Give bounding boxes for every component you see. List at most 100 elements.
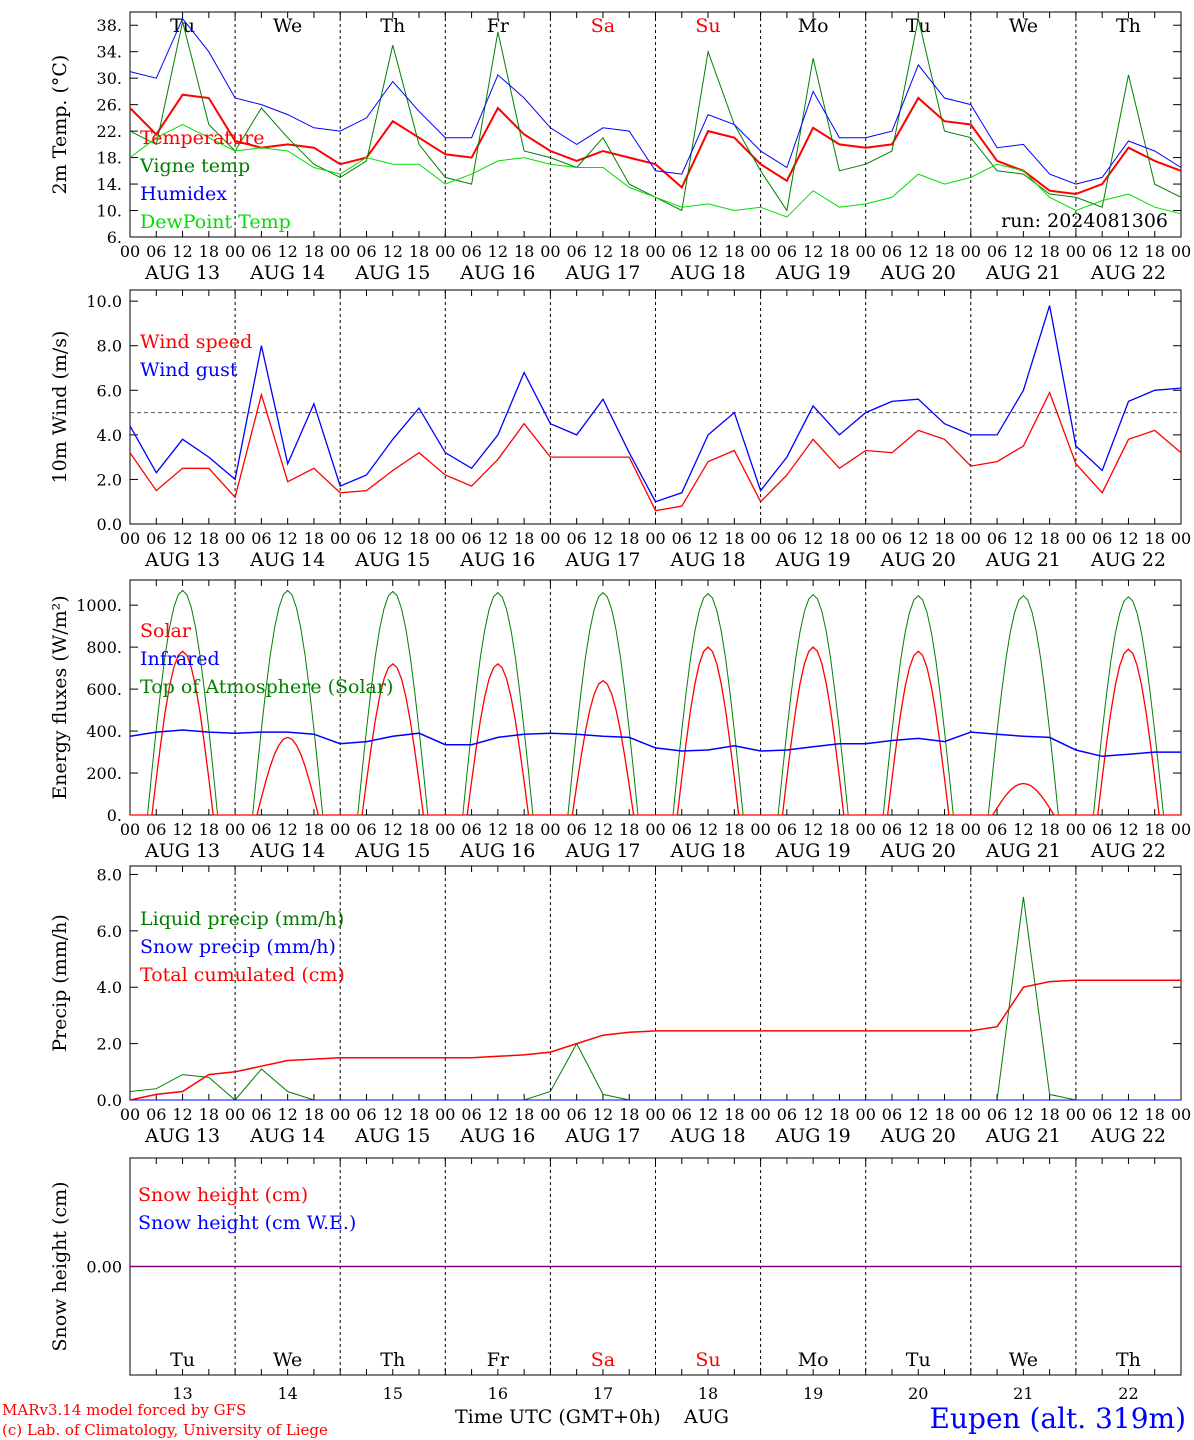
hour-tick-label: 00 (1171, 529, 1191, 548)
day-name: Su (695, 1349, 720, 1371)
day-name: Tu (906, 1349, 931, 1371)
hour-tick-label: 06 (566, 820, 586, 839)
hour-tick-label: 12 (908, 242, 928, 261)
legend-entry: Snow height (cm) (138, 1184, 308, 1206)
hour-tick-label: 00 (540, 242, 560, 261)
date-label: AUG 16 (459, 840, 535, 862)
hour-tick-label: 06 (566, 1105, 586, 1124)
y-tick-label: 600. (86, 680, 122, 699)
hour-tick-label: 12 (383, 529, 403, 548)
day-number: 15 (383, 1384, 403, 1403)
hour-tick-label: 06 (882, 529, 902, 548)
hour-tick-label: 00 (1171, 242, 1191, 261)
hour-tick-label: 06 (251, 1105, 271, 1124)
hour-tick-label: 18 (514, 529, 534, 548)
date-label: AUG 19 (775, 1125, 851, 1147)
hour-tick-label: 06 (146, 242, 166, 261)
day-number: 20 (908, 1384, 928, 1403)
model-credit: MARv3.14 model forced by GFS (2, 1401, 246, 1419)
day-number: 19 (803, 1384, 823, 1403)
hour-tick-label: 00 (435, 529, 455, 548)
hour-tick-label: 18 (304, 1105, 324, 1124)
hour-tick-label: 00 (750, 529, 770, 548)
hour-tick-label: 00 (225, 1105, 245, 1124)
hour-tick-label: 18 (934, 242, 954, 261)
legend-entry: Liquid precip (mm/h) (140, 908, 344, 930)
hour-tick-label: 12 (277, 820, 297, 839)
hour-tick-label: 12 (488, 242, 508, 261)
hour-tick-label: 00 (1066, 242, 1086, 261)
date-label: AUG 20 (880, 840, 956, 862)
hour-tick-label: 18 (1039, 242, 1059, 261)
day-name: Sa (591, 1349, 615, 1371)
hour-tick-label: 18 (304, 242, 324, 261)
y-tick-label: 4.0 (97, 426, 122, 445)
hour-tick-label: 06 (461, 529, 481, 548)
hour-tick-label: 00 (645, 242, 665, 261)
hour-tick-label: 18 (409, 242, 429, 261)
hour-tick-label: 06 (672, 529, 692, 548)
hour-tick-label: 18 (619, 242, 639, 261)
day-name: Tu (906, 15, 931, 37)
hour-tick-label: 12 (1118, 529, 1138, 548)
y-tick-label: 8.0 (97, 865, 122, 884)
day-number: 14 (277, 1384, 297, 1403)
hour-tick-label: 12 (488, 820, 508, 839)
hour-tick-label: 06 (356, 1105, 376, 1124)
hour-tick-label: 00 (1066, 820, 1086, 839)
date-label: AUG 13 (144, 840, 220, 862)
hour-tick-label: 06 (566, 242, 586, 261)
hour-tick-label: 12 (383, 242, 403, 261)
hour-tick-label: 00 (645, 1105, 665, 1124)
date-label: AUG 20 (880, 262, 956, 284)
y-tick-label: 34. (97, 43, 122, 62)
panel-frame-1 (129, 11, 1182, 238)
hour-tick-label: 12 (803, 242, 823, 261)
date-label: AUG 13 (144, 1125, 220, 1147)
hour-tick-label: 18 (1039, 820, 1059, 839)
hour-tick-label: 12 (698, 529, 718, 548)
date-label: AUG 15 (354, 1125, 430, 1147)
date-label: AUG 16 (459, 549, 535, 571)
hour-tick-label: 12 (488, 1105, 508, 1124)
hour-tick-label: 00 (750, 242, 770, 261)
day-number: 22 (1118, 1384, 1138, 1403)
date-label: AUG 19 (775, 840, 851, 862)
date-label: AUG 18 (669, 840, 745, 862)
y-tick-label: 2.0 (97, 470, 122, 489)
hour-tick-label: 00 (1171, 820, 1191, 839)
hour-tick-label: 00 (540, 820, 560, 839)
hour-tick-label: 00 (435, 820, 455, 839)
day-number: 21 (1013, 1384, 1033, 1403)
hour-tick-label: 18 (409, 529, 429, 548)
date-label: AUG 17 (564, 549, 640, 571)
hour-tick-label: 18 (724, 242, 744, 261)
legend-entry: Vigne temp (139, 155, 250, 177)
hour-tick-label: 18 (829, 242, 849, 261)
hour-tick-label: 00 (856, 1105, 876, 1124)
hour-tick-label: 06 (672, 242, 692, 261)
date-label: AUG 20 (880, 549, 956, 571)
y-tick-label: 0.0 (97, 515, 122, 534)
hour-tick-label: 00 (330, 529, 350, 548)
date-label: AUG 13 (144, 262, 220, 284)
series-line-temperature (129, 93, 1182, 196)
station-label: Eupen (alt. 319m) (930, 1402, 1186, 1435)
series-line-wind-gust (129, 305, 1182, 503)
legend-entry: Snow precip (mm/h) (140, 936, 336, 958)
y-axis-label-2: 10m Wind (m/s) (49, 331, 71, 484)
date-label: AUG 14 (249, 262, 325, 284)
hour-tick-label: 00 (540, 1105, 560, 1124)
day-name: Th (380, 15, 405, 37)
hour-tick-label: 00 (120, 529, 140, 548)
date-label: AUG 15 (354, 262, 430, 284)
hour-tick-label: 12 (172, 1105, 192, 1124)
hour-tick-label: 00 (225, 529, 245, 548)
legend-entry: Wind gust (140, 359, 238, 381)
y-tick-label: 8.0 (97, 337, 122, 356)
y-axis-label-4: Precip (mm/h) (49, 914, 71, 1052)
series-line-solar (130, 646, 1181, 816)
date-label: AUG 21 (985, 1125, 1061, 1147)
y-tick-label: 6.0 (97, 922, 122, 941)
hour-tick-label: 00 (961, 242, 981, 261)
